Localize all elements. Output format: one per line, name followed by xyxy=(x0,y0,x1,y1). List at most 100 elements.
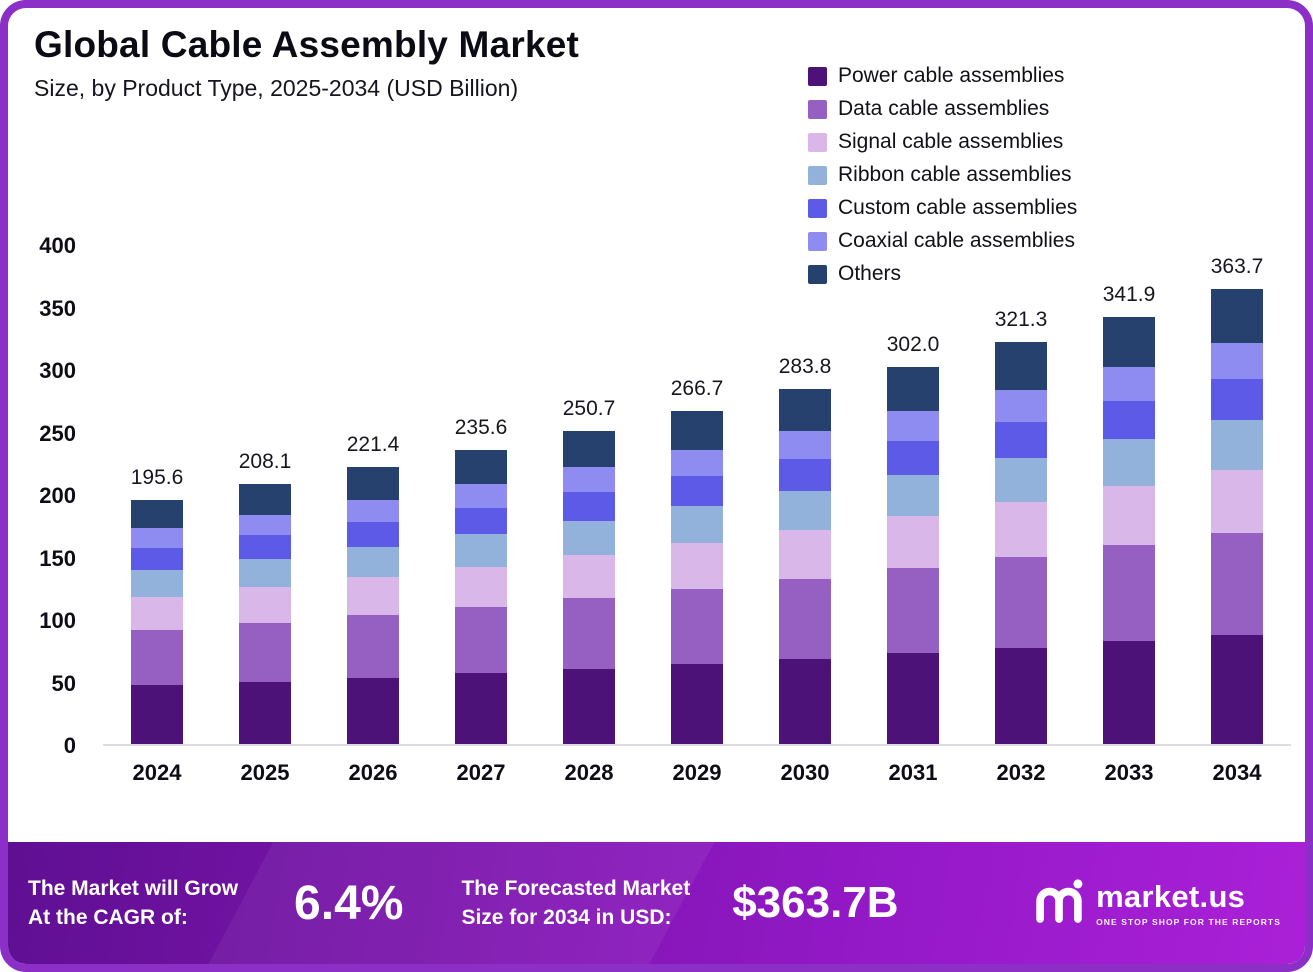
cagr-label-line2: At the CAGR of: xyxy=(28,906,188,929)
bar-segment xyxy=(1103,439,1155,487)
bar-segment xyxy=(455,566,507,608)
brand-tagline: ONE STOP SHOP FOR THE REPORTS xyxy=(1096,917,1281,927)
bar-segment xyxy=(779,389,831,431)
bar-total-label: 283.8 xyxy=(778,355,832,379)
legend-swatch-icon xyxy=(808,198,827,218)
bar-segment xyxy=(887,410,939,441)
bar-segment xyxy=(455,507,507,535)
bar-stack xyxy=(995,342,1047,744)
x-axis-label: 2034 xyxy=(1212,760,1262,785)
y-axis-tick-label: 200 xyxy=(39,483,76,508)
legend-label: Power cable assemblies xyxy=(838,64,1065,87)
bar-stack xyxy=(131,499,183,744)
bar-segment xyxy=(347,577,399,616)
bar-segment xyxy=(455,607,507,674)
x-axis-label: 2031 xyxy=(888,760,938,785)
bar-column: 363.7 xyxy=(1183,246,1291,744)
legend-swatch-icon xyxy=(808,231,827,251)
bar-segment xyxy=(671,589,723,664)
forecast-label-line2: Size for 2034 in USD: xyxy=(461,906,672,929)
bar-segment xyxy=(563,555,615,599)
bar-segment xyxy=(131,685,183,744)
bar-total-label: 341.9 xyxy=(1102,282,1156,306)
legend-label: Signal cable assemblies xyxy=(838,130,1064,153)
bar-segment xyxy=(779,430,831,460)
bar-stack xyxy=(887,366,939,744)
bar-segment xyxy=(1211,532,1263,635)
y-axis-tick-label: 0 xyxy=(63,733,76,758)
x-axis-label: 2026 xyxy=(348,760,398,785)
legend-label: Others xyxy=(838,262,902,285)
bar-segment xyxy=(995,421,1047,458)
bar-segment xyxy=(995,647,1047,744)
bar-segment xyxy=(779,459,831,491)
x-axis-label: 2025 xyxy=(240,760,290,785)
x-axis-label: 2028 xyxy=(564,760,614,785)
legend-swatch-icon xyxy=(808,264,827,284)
x-axis-label: 2032 xyxy=(996,760,1046,785)
bar-column: 208.1 xyxy=(211,246,319,744)
x-axis-label: 2027 xyxy=(456,760,506,785)
x-axis: 2024 2025 2026 2027 2028 2029 2030 2031 2032 2033… xyxy=(103,760,1291,786)
bar-segment xyxy=(887,653,939,744)
footer-banner: The Market will Grow At the CAGR of: 6.4… xyxy=(8,842,1305,964)
bar-stack xyxy=(779,389,831,744)
bar-segment xyxy=(563,598,615,669)
legend-swatch-icon xyxy=(808,99,827,119)
bar-segment xyxy=(671,476,723,507)
bar-stack xyxy=(563,430,615,744)
legend-item: Custom cable assemblies xyxy=(808,196,1077,220)
bar-total-label: 321.3 xyxy=(994,308,1048,332)
legend: Power cable assemblies Data cable assembl… xyxy=(808,64,1077,286)
bar-segment xyxy=(563,467,615,493)
brand-name: market.us xyxy=(1096,879,1246,914)
bar-segment xyxy=(1211,469,1263,533)
y-axis-tick-label: 50 xyxy=(51,670,76,696)
bar-segment xyxy=(1103,641,1155,744)
bar-segment xyxy=(131,596,183,631)
brand-logo: market.us ONE STOP SHOP FOR THE REPORTS xyxy=(1032,874,1281,933)
bar-segment xyxy=(995,342,1047,390)
y-axis-tick-label: 300 xyxy=(39,358,76,383)
bar-segment xyxy=(131,528,183,548)
x-axis-label: 2029 xyxy=(672,760,722,785)
bar-segment xyxy=(239,535,291,559)
legend-swatch-icon xyxy=(808,165,827,185)
bar-segment xyxy=(455,484,507,508)
cagr-label: The Market will Grow At the CAGR of: xyxy=(28,874,238,933)
legend-label: Ribbon cable assemblies xyxy=(838,163,1072,186)
bar-total-label: 363.7 xyxy=(1210,255,1264,279)
bar-segment xyxy=(779,530,831,579)
bar-column: 341.9 xyxy=(1075,246,1183,744)
bar-segment xyxy=(347,467,399,500)
legend-item: Coaxial cable assemblies xyxy=(808,229,1077,253)
cagr-label-line1: The Market will Grow xyxy=(28,876,239,900)
bar-column: 321.3 xyxy=(967,246,1075,744)
market-us-logo-icon xyxy=(1032,874,1086,933)
bar-segment xyxy=(995,557,1047,648)
bar-segment xyxy=(671,449,723,477)
page-title: Global Cable Assembly Market xyxy=(34,24,580,65)
cagr-value: 6.4% xyxy=(294,876,404,930)
legend-item: Data cable assemblies xyxy=(808,97,1077,121)
legend-item: Power cable assemblies xyxy=(808,64,1077,88)
bar-segment xyxy=(671,410,723,450)
bar-segment xyxy=(455,534,507,567)
bar-segment xyxy=(1211,634,1263,744)
bar-segment xyxy=(671,543,723,589)
bar-segment xyxy=(1103,366,1155,401)
forecast-label: The Forecasted Market Size for 2034 in U… xyxy=(461,874,690,933)
legend-item: Ribbon cable assemblies xyxy=(808,163,1077,187)
bar-segment xyxy=(347,615,399,678)
bar-segment xyxy=(995,389,1047,422)
bar-segment xyxy=(131,630,183,686)
bar-total-label: 195.6 xyxy=(130,465,184,489)
bar-total-label: 235.6 xyxy=(454,415,508,439)
bar-segment xyxy=(347,521,399,547)
bar-segment xyxy=(347,499,399,522)
bar-column: 195.6 xyxy=(103,246,211,744)
bar-segment xyxy=(239,681,291,744)
y-axis-tick-label: 150 xyxy=(39,545,76,571)
bar-segment xyxy=(1211,379,1263,420)
bar-segment xyxy=(671,664,723,744)
